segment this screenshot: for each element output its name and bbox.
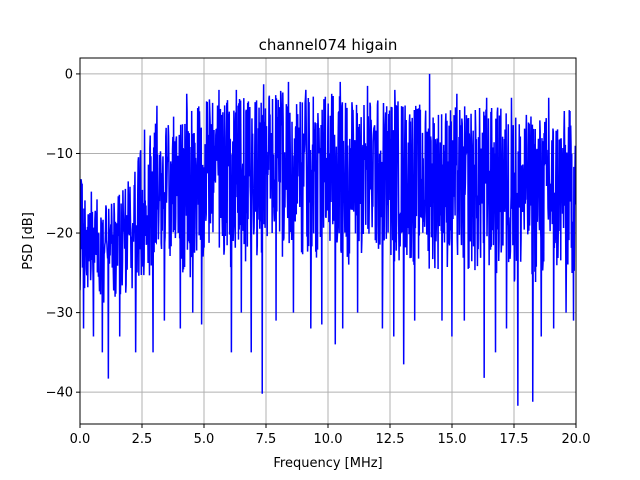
x-tick-label: 5.0 bbox=[194, 432, 215, 447]
plot-area bbox=[80, 73, 576, 406]
x-tick-label: 17.5 bbox=[500, 432, 529, 447]
y-tick-label: −10 bbox=[46, 147, 73, 162]
series-line-psd bbox=[80, 73, 576, 406]
x-tick-label: 12.5 bbox=[376, 432, 405, 447]
x-tick-label: 20.0 bbox=[562, 432, 591, 447]
axis-ticks: 0.0 2.5 5.0 7.5 10.0 12.5 15.0 17.5 20.0 0 −10 −20 −… bbox=[46, 67, 591, 447]
x-tick-label: 2.5 bbox=[132, 432, 153, 447]
x-tick-label: 0.0 bbox=[70, 432, 91, 447]
y-tick-label: −20 bbox=[46, 227, 73, 242]
chart-title: channel074 higain bbox=[259, 36, 398, 54]
y-tick-label: −40 bbox=[46, 386, 73, 401]
y-axis-label: PSD [dB] bbox=[21, 212, 36, 270]
y-tick-label: 0 bbox=[65, 67, 73, 82]
x-tick-label: 10.0 bbox=[314, 432, 343, 447]
x-tick-label: 15.0 bbox=[438, 432, 467, 447]
x-tick-label: 7.5 bbox=[256, 432, 277, 447]
x-axis-label: Frequency [MHz] bbox=[273, 456, 382, 471]
y-tick-label: −30 bbox=[46, 306, 73, 321]
